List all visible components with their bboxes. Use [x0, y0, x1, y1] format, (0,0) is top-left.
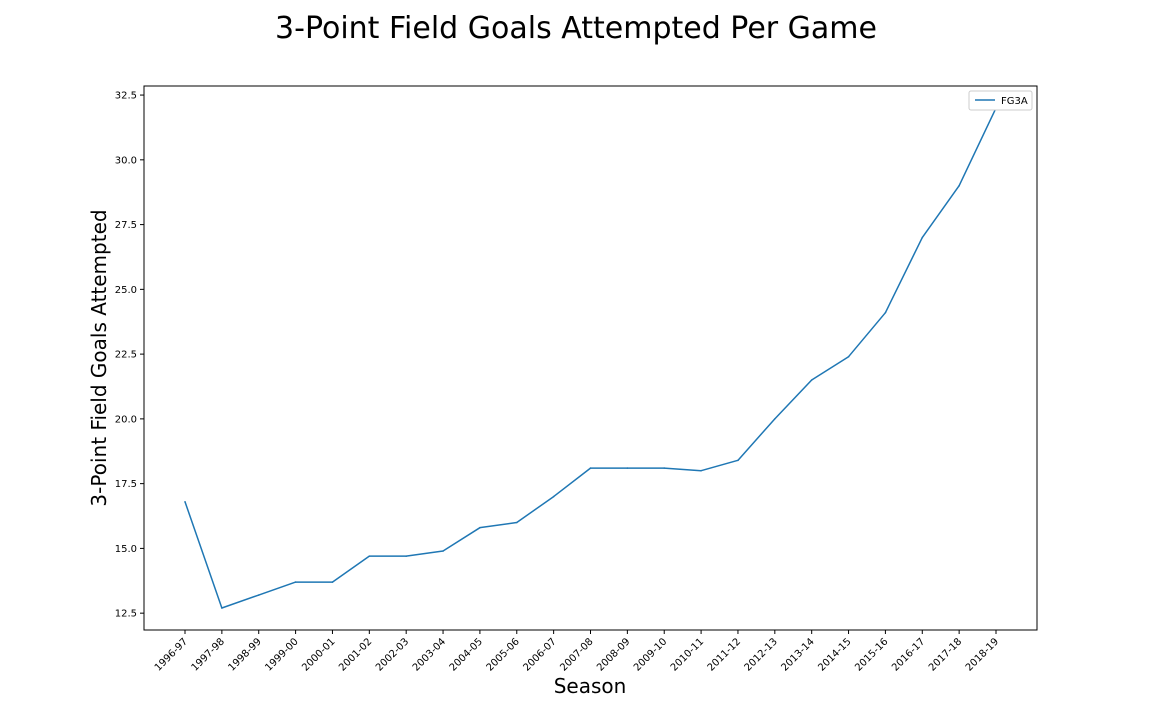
x-tick-label: 2013-14	[779, 636, 816, 673]
y-tick-label: 17.5	[115, 479, 137, 490]
x-tick-label: 2011-12	[706, 636, 743, 673]
data-point	[184, 500, 186, 503]
legend-box	[968, 90, 1033, 111]
data-point	[884, 311, 887, 314]
x-tick-label: 1999-00	[263, 636, 300, 673]
y-tick-label: 15.0	[115, 544, 137, 555]
y-axis-label: 3-Point Field Goals Attempted	[87, 209, 111, 506]
x-tick-label: 2016-17	[890, 636, 927, 673]
data-point	[589, 467, 592, 469]
data-point	[257, 594, 260, 596]
data-point	[847, 355, 850, 358]
data-point	[810, 379, 813, 381]
plot-area-frame	[143, 85, 1038, 631]
x-tick-label: 2001-02	[337, 636, 374, 673]
y-tick-label: 30.0	[115, 155, 137, 166]
y-tick-label: 20.0	[115, 414, 137, 425]
x-tick-label: 2014-15	[816, 636, 853, 673]
x-tick-label: 2018-19	[964, 636, 1001, 673]
data-point	[515, 521, 518, 524]
x-tick-label: 2007-08	[558, 636, 595, 673]
x-tick-label: 1998-99	[227, 636, 264, 673]
y-tick-label: 32.5	[115, 91, 137, 102]
y-tick-label: 25.0	[115, 285, 137, 296]
data-point	[294, 581, 297, 583]
x-tick-label: 2000-01	[300, 636, 337, 673]
chart-title: 3-Point Field Goals Attempted Per Game	[275, 11, 877, 46]
x-tick-label: 2009-10	[632, 636, 669, 673]
x-tick-label: 2010-11	[669, 636, 706, 673]
y-axis: 12.5 15.0 17.5 20.0 22.5 25.0 27.5 30.0 32.5	[115, 91, 144, 620]
x-tick-label: 2017-18	[927, 636, 964, 673]
x-tick-label: 2004-05	[448, 636, 485, 673]
data-point	[442, 550, 444, 552]
y-tick-label: 27.5	[115, 220, 137, 231]
data-point	[700, 469, 702, 472]
x-axis: 1996-97 1997-98 1998-99 1999-00 2000-01 2001-…	[153, 630, 1001, 674]
data-point	[774, 418, 776, 420]
x-tick-label: 2005-06	[485, 636, 522, 673]
legend: FG3A	[968, 90, 1033, 111]
y-tick-label: 12.5	[115, 609, 137, 620]
y-tick-label: 22.5	[115, 350, 137, 361]
x-tick-label: 2002-03	[374, 636, 411, 673]
data-point	[921, 236, 924, 239]
legend-label: FG3A	[1001, 96, 1028, 107]
x-tick-label: 2008-09	[595, 636, 632, 673]
data-point	[626, 467, 629, 469]
x-tick-label: 2012-13	[743, 636, 780, 673]
series-line-fg3a	[184, 107, 997, 609]
data-point	[405, 555, 407, 557]
x-tick-label: 2006-07	[521, 636, 558, 673]
series-layer	[184, 107, 997, 609]
data-point	[958, 184, 960, 187]
data-point	[663, 467, 666, 469]
x-tick-label: 2015-16	[853, 636, 890, 673]
data-point	[368, 555, 371, 557]
data-point	[552, 495, 555, 498]
data-point	[737, 459, 739, 462]
x-axis-label: Season	[554, 674, 627, 698]
x-tick-label: 2003-04	[411, 636, 448, 673]
data-point	[479, 526, 481, 529]
x-tick-label: 1996-97	[153, 636, 190, 673]
x-tick-label: 1997-98	[190, 636, 227, 673]
data-point	[221, 607, 223, 609]
data-point	[331, 581, 334, 583]
